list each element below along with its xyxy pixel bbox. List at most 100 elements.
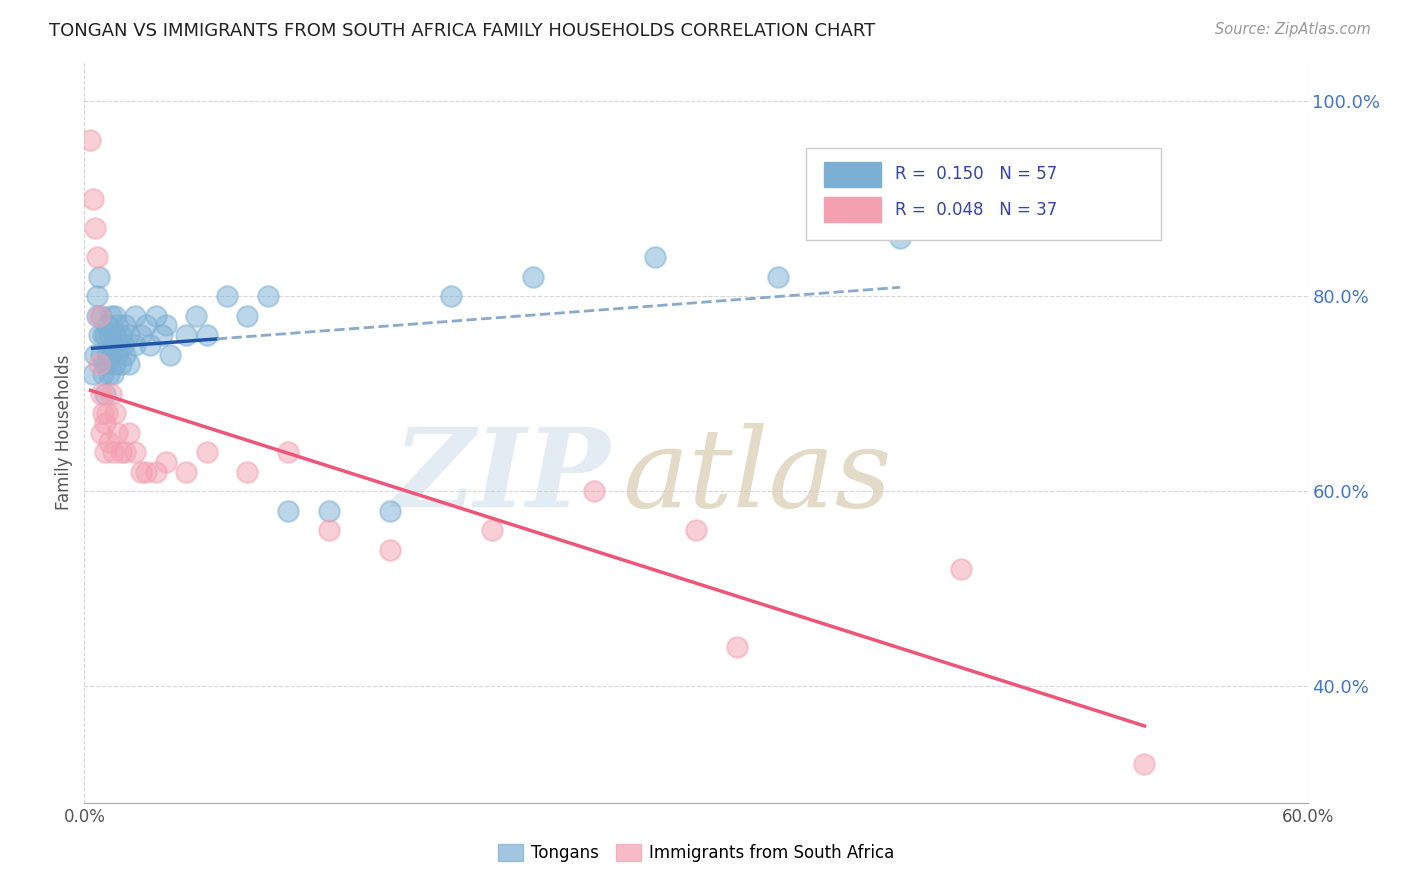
Point (97, 328, 120, 343)
Point (101, 445, 124, 459)
Point (685, 523, 707, 537)
Point (86, 250, 108, 264)
Point (82, 192, 104, 206)
Point (112, 338, 135, 352)
Point (101, 367, 124, 381)
Point (124, 445, 146, 459)
Point (889, 231, 911, 245)
Point (766, 269, 789, 284)
Point (90, 425, 112, 440)
Point (110, 358, 132, 372)
Point (159, 348, 181, 362)
Point (155, 455, 177, 469)
Point (318, 503, 340, 517)
Point (950, 562, 973, 576)
Point (100, 386, 122, 401)
FancyBboxPatch shape (806, 147, 1161, 240)
Point (644, 250, 666, 264)
Point (195, 328, 218, 343)
Point (186, 309, 208, 323)
Point (87, 269, 110, 284)
Point (277, 445, 299, 459)
Point (105, 318, 128, 333)
Point (114, 318, 136, 333)
Point (93, 386, 115, 401)
Point (118, 425, 141, 440)
Legend: Tongans, Immigrants from South Africa: Tongans, Immigrants from South Africa (491, 837, 901, 869)
Point (380, 503, 402, 517)
Text: R =  0.048   N = 37: R = 0.048 N = 37 (896, 201, 1057, 219)
Point (124, 309, 146, 323)
Point (105, 348, 128, 362)
Point (257, 289, 280, 303)
FancyBboxPatch shape (824, 161, 880, 186)
Point (135, 465, 157, 479)
Point (110, 445, 132, 459)
Point (135, 318, 157, 333)
Point (104, 309, 127, 323)
Point (96, 318, 118, 333)
Point (100, 309, 122, 323)
Point (114, 348, 136, 362)
Point (87, 328, 110, 343)
Point (90, 386, 112, 401)
Point (277, 503, 299, 517)
Point (90, 348, 112, 362)
Point (93, 328, 115, 343)
Point (118, 328, 141, 343)
Point (105, 425, 128, 440)
Point (195, 445, 218, 459)
Point (155, 318, 177, 333)
Point (91, 328, 114, 343)
Point (217, 289, 239, 303)
Point (87, 309, 110, 323)
Point (93, 358, 115, 372)
Point (91, 367, 114, 381)
Point (86, 289, 108, 303)
Point (104, 358, 127, 372)
Point (96, 348, 118, 362)
Point (87, 358, 110, 372)
Point (481, 523, 503, 537)
Point (1133, 756, 1156, 771)
Text: ZIP: ZIP (394, 424, 610, 531)
Point (86, 309, 108, 323)
Point (79, 133, 101, 147)
Point (440, 289, 463, 303)
Point (174, 465, 197, 479)
Point (145, 309, 167, 323)
Point (97, 367, 120, 381)
Point (82, 367, 104, 381)
Point (108, 338, 131, 352)
Point (114, 445, 136, 459)
Point (104, 328, 127, 343)
Point (93, 416, 115, 430)
Point (90, 309, 112, 323)
Point (174, 328, 197, 343)
Text: R =  0.150   N = 57: R = 0.150 N = 57 (896, 165, 1057, 183)
Point (318, 523, 340, 537)
Point (145, 465, 167, 479)
Point (91, 406, 114, 420)
Point (118, 358, 141, 372)
Point (236, 309, 259, 323)
Point (93, 445, 115, 459)
Point (110, 328, 132, 343)
FancyBboxPatch shape (824, 197, 880, 222)
Point (124, 338, 146, 352)
Text: TONGAN VS IMMIGRANTS FROM SOUTH AFRICA FAMILY HOUSEHOLDS CORRELATION CHART: TONGAN VS IMMIGRANTS FROM SOUTH AFRICA F… (49, 22, 876, 40)
Point (104, 406, 127, 420)
Point (725, 640, 748, 654)
Point (100, 348, 122, 362)
Point (522, 269, 544, 284)
Point (131, 465, 153, 479)
Point (583, 484, 606, 499)
Text: Source: ZipAtlas.com: Source: ZipAtlas.com (1215, 22, 1371, 37)
Point (131, 328, 153, 343)
Y-axis label: Family Households: Family Households (55, 355, 73, 510)
Point (83, 221, 105, 235)
Point (150, 328, 173, 343)
Point (96, 406, 118, 420)
Point (101, 338, 124, 352)
Text: atlas: atlas (623, 424, 893, 531)
